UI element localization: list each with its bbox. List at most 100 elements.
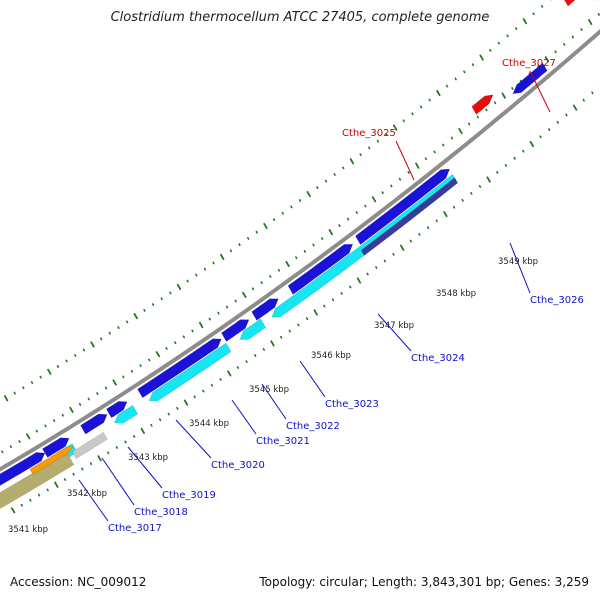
outer-tick-mark [169, 291, 172, 295]
gene-label[interactable]: Cthe_3022 [286, 421, 340, 432]
gene-label[interactable]: Cthe_3025 [342, 128, 396, 139]
upper-tick-mark [217, 311, 220, 315]
gene-label[interactable]: Cthe_3020 [211, 460, 265, 471]
forward-cds[interactable] [355, 168, 451, 246]
kbp-label: 3546 kbp [311, 351, 351, 361]
lower-tick-mark [46, 488, 49, 492]
lower-tick-mark [522, 149, 525, 153]
khaki-feature[interactable] [0, 452, 75, 514]
upper-tick-mark [398, 177, 402, 181]
upper-tick-mark [155, 351, 161, 358]
upper-tick-mark [458, 128, 463, 135]
reverse-cds[interactable] [271, 173, 458, 318]
lower-tick-mark [89, 462, 93, 466]
outer-tick-mark [176, 283, 182, 291]
upper-tick-mark [208, 317, 211, 321]
lower-tick-mark [313, 309, 318, 316]
upper-tick-mark [450, 136, 454, 140]
lower-tick-mark [513, 156, 516, 160]
outer-tick-mark [195, 273, 198, 277]
upper-tick-mark [501, 92, 506, 99]
outer-tick-mark [272, 218, 276, 222]
lower-tick-mark [435, 219, 438, 223]
upper-tick-mark [580, 28, 583, 31]
forward-cds[interactable] [80, 413, 108, 435]
lower-tick-mark [496, 171, 499, 174]
outer-tick-mark [471, 63, 475, 67]
reverse-cds[interactable] [148, 342, 232, 402]
outer-tick-mark [3, 395, 9, 402]
lower-tick-mark [323, 304, 326, 308]
lower-tick-mark [470, 192, 473, 195]
upper-tick-mark [269, 275, 272, 278]
map-title: Clostridium thermocellum ATCC 27405, com… [110, 10, 490, 25]
lower-tick-mark [270, 340, 275, 347]
lower-tick-mark [193, 395, 196, 399]
outer-tick-mark [82, 348, 86, 352]
upper-tick-mark [148, 358, 151, 362]
upper-tick-mark [182, 335, 185, 339]
upper-tick-mark [96, 392, 99, 395]
outer-tick-mark [532, 12, 535, 16]
lower-tick-mark [539, 135, 542, 139]
lower-tick-mark [54, 481, 59, 488]
kbp-label: 3541 kbp [8, 525, 48, 535]
outer-tick-mark [411, 112, 414, 116]
upper-tick-mark [87, 397, 90, 401]
silver-feature[interactable] [71, 431, 108, 460]
gene-label[interactable]: Cthe_3026 [530, 295, 584, 306]
kbp-label: 3548 kbp [436, 289, 476, 299]
lower-tick-mark [478, 185, 482, 188]
upper-tick-mark [104, 386, 108, 390]
reverse-cds[interactable] [113, 404, 139, 424]
gene-label[interactable]: Cthe_3018 [134, 507, 188, 518]
lower-tick-mark [132, 435, 136, 438]
outer-tick-mark [22, 386, 25, 390]
forward-cds[interactable] [105, 401, 128, 419]
forward-cds[interactable] [137, 338, 222, 399]
lower-tick-mark [356, 277, 362, 284]
gene-label[interactable]: Cthe_3027 [502, 58, 556, 69]
lower-tick-mark [227, 370, 232, 377]
reverse-cds[interactable] [239, 318, 267, 340]
upper-tick-mark [511, 86, 514, 90]
upper-tick-mark [130, 369, 134, 373]
upper-tick-mark [338, 224, 341, 228]
forward-cds[interactable] [221, 319, 250, 342]
outer-tick-mark [100, 337, 103, 341]
forward-cds[interactable] [512, 62, 548, 95]
upper-tick-mark [174, 341, 177, 345]
outer-tick-mark [419, 105, 423, 109]
gene-label[interactable]: Cthe_3019 [162, 490, 216, 501]
lower-tick-mark [29, 498, 32, 502]
upper-tick-mark [112, 379, 117, 386]
lower-tick-mark [548, 128, 551, 131]
gene-label[interactable]: Cthe_3017 [108, 523, 162, 534]
upper-tick-mark [18, 440, 21, 443]
forward-cds[interactable] [287, 243, 354, 295]
outer-tick-mark [108, 331, 111, 335]
dark-blue-feature[interactable] [360, 177, 458, 256]
outer-tick-mark [117, 326, 120, 329]
upper-tick-mark [554, 50, 557, 54]
outer-tick-mark [506, 34, 509, 38]
gene-label[interactable]: Cthe_3024 [411, 353, 465, 364]
lower-tick-mark [461, 198, 464, 202]
upper-tick-mark [61, 413, 64, 417]
upper-tick-mark [303, 249, 307, 253]
forward-cds[interactable] [251, 298, 279, 321]
forward-cds[interactable] [0, 452, 46, 486]
highlight-feature[interactable] [471, 94, 494, 115]
gene-label[interactable]: Cthe_3021 [256, 436, 310, 447]
gene-label[interactable]: Cthe_3023 [325, 399, 379, 410]
upper-tick-mark [381, 191, 384, 195]
outer-tick-mark [151, 303, 155, 306]
forward-cds[interactable] [41, 437, 70, 458]
highlight-feature[interactable] [563, 0, 600, 7]
orange-feature[interactable] [29, 445, 75, 475]
outer-tick-mark [316, 186, 319, 189]
lower-tick-mark [279, 335, 283, 339]
outer-tick-mark [463, 70, 466, 74]
upper-tick-mark [328, 229, 333, 236]
lower-tick-mark [97, 455, 102, 462]
